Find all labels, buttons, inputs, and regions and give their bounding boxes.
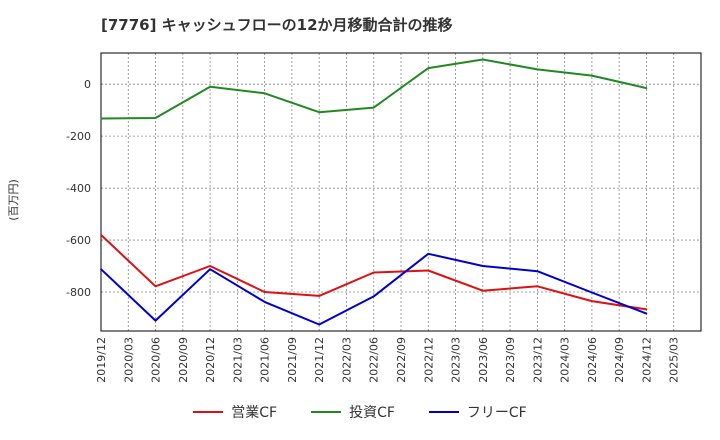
x-tick-label: 2022/09: [395, 337, 408, 383]
x-tick-labels: 2019/12 2020/03 2020/06 2020/09 2020/12 2021/…: [95, 337, 681, 383]
legend-label: 投資CF: [349, 405, 395, 421]
x-tick-label: 2023/06: [477, 337, 490, 383]
x-tick-label: 2020/06: [150, 337, 163, 383]
x-tick-label: 2020/03: [122, 337, 135, 383]
x-tick-label: 2022/03: [340, 337, 353, 383]
legend-swatch: [193, 411, 224, 413]
x-tick-label: 2020/09: [177, 337, 190, 383]
data-point: [318, 111, 321, 113]
x-tick-label: 2022/12: [422, 337, 435, 383]
y-tick-label: -400: [66, 182, 91, 195]
data-point: [372, 295, 375, 298]
legend-swatch: [428, 411, 459, 413]
x-tick-label: 2024/06: [586, 337, 599, 383]
x-tick-label: 2021/09: [286, 337, 299, 383]
y-tick-label: -600: [66, 234, 91, 247]
x-tick-label: 2021/06: [259, 337, 272, 383]
series-layer: [100, 58, 648, 326]
x-tick-label: 2025/03: [668, 337, 681, 383]
data-point: [536, 270, 539, 273]
x-tick-label: 2022/06: [368, 337, 381, 383]
legend-item: 投資CF: [311, 402, 395, 422]
x-tick-label: 2021/12: [313, 337, 326, 383]
data-point: [482, 58, 484, 61]
legend-label: フリーCF: [466, 405, 527, 421]
data-point: [154, 285, 157, 288]
data-point: [427, 253, 430, 255]
data-point: [482, 289, 484, 292]
data-point: [209, 268, 211, 271]
data-point: [318, 323, 321, 326]
data-point: [645, 87, 648, 89]
data-point: [645, 312, 648, 315]
x-tick-label: 2020/12: [204, 337, 217, 383]
data-point: [591, 291, 593, 294]
x-tick-label: 2023/12: [531, 337, 544, 383]
x-tick-label: 2019/12: [95, 337, 108, 383]
x-tick-label: 2024/03: [559, 337, 572, 383]
data-point: [209, 86, 211, 88]
y-tick-label: 0: [84, 78, 91, 91]
data-point: [318, 295, 321, 297]
chart-title: [7776] キャッシュフローの12か月移動合計の推移: [101, 16, 453, 34]
x-tick-label: 2024/09: [613, 337, 626, 383]
legend: 営業CF 投資CF フリーCF: [0, 402, 720, 422]
data-point: [154, 117, 157, 119]
x-tick-label: 2023/03: [450, 337, 463, 383]
x-tick-label: 2021/03: [231, 337, 244, 383]
data-point: [427, 67, 430, 69]
x-tick-label: 2024/12: [640, 337, 653, 383]
y-tick-label: -800: [66, 286, 91, 299]
data-point: [263, 92, 266, 95]
data-point: [482, 265, 484, 267]
data-point: [209, 265, 211, 267]
data-point: [100, 268, 102, 271]
data-point: [536, 285, 539, 288]
data-point: [100, 117, 102, 120]
data-point: [645, 308, 648, 311]
legend-item: フリーCF: [428, 402, 527, 422]
x-tick-label: 2023/09: [504, 337, 517, 383]
y-tick-labels: 0 -200 -400 -600 -800: [66, 78, 91, 299]
data-point: [536, 68, 539, 71]
data-point: [263, 291, 266, 293]
plot-frame: [100, 52, 702, 332]
legend-label: 営業CF: [231, 405, 278, 421]
data-point: [100, 234, 102, 236]
y-axis-label: (百万円): [7, 179, 20, 221]
data-point: [427, 269, 430, 272]
grid-layer: [101, 53, 701, 331]
data-point: [372, 106, 375, 109]
legend-item: 営業CF: [193, 402, 277, 422]
data-point: [263, 301, 266, 303]
data-point: [154, 319, 157, 322]
data-point: [591, 300, 593, 302]
data-point: [591, 74, 593, 77]
y-tick-label: -200: [66, 130, 91, 143]
data-point: [372, 271, 375, 274]
legend-swatch: [311, 411, 342, 413]
